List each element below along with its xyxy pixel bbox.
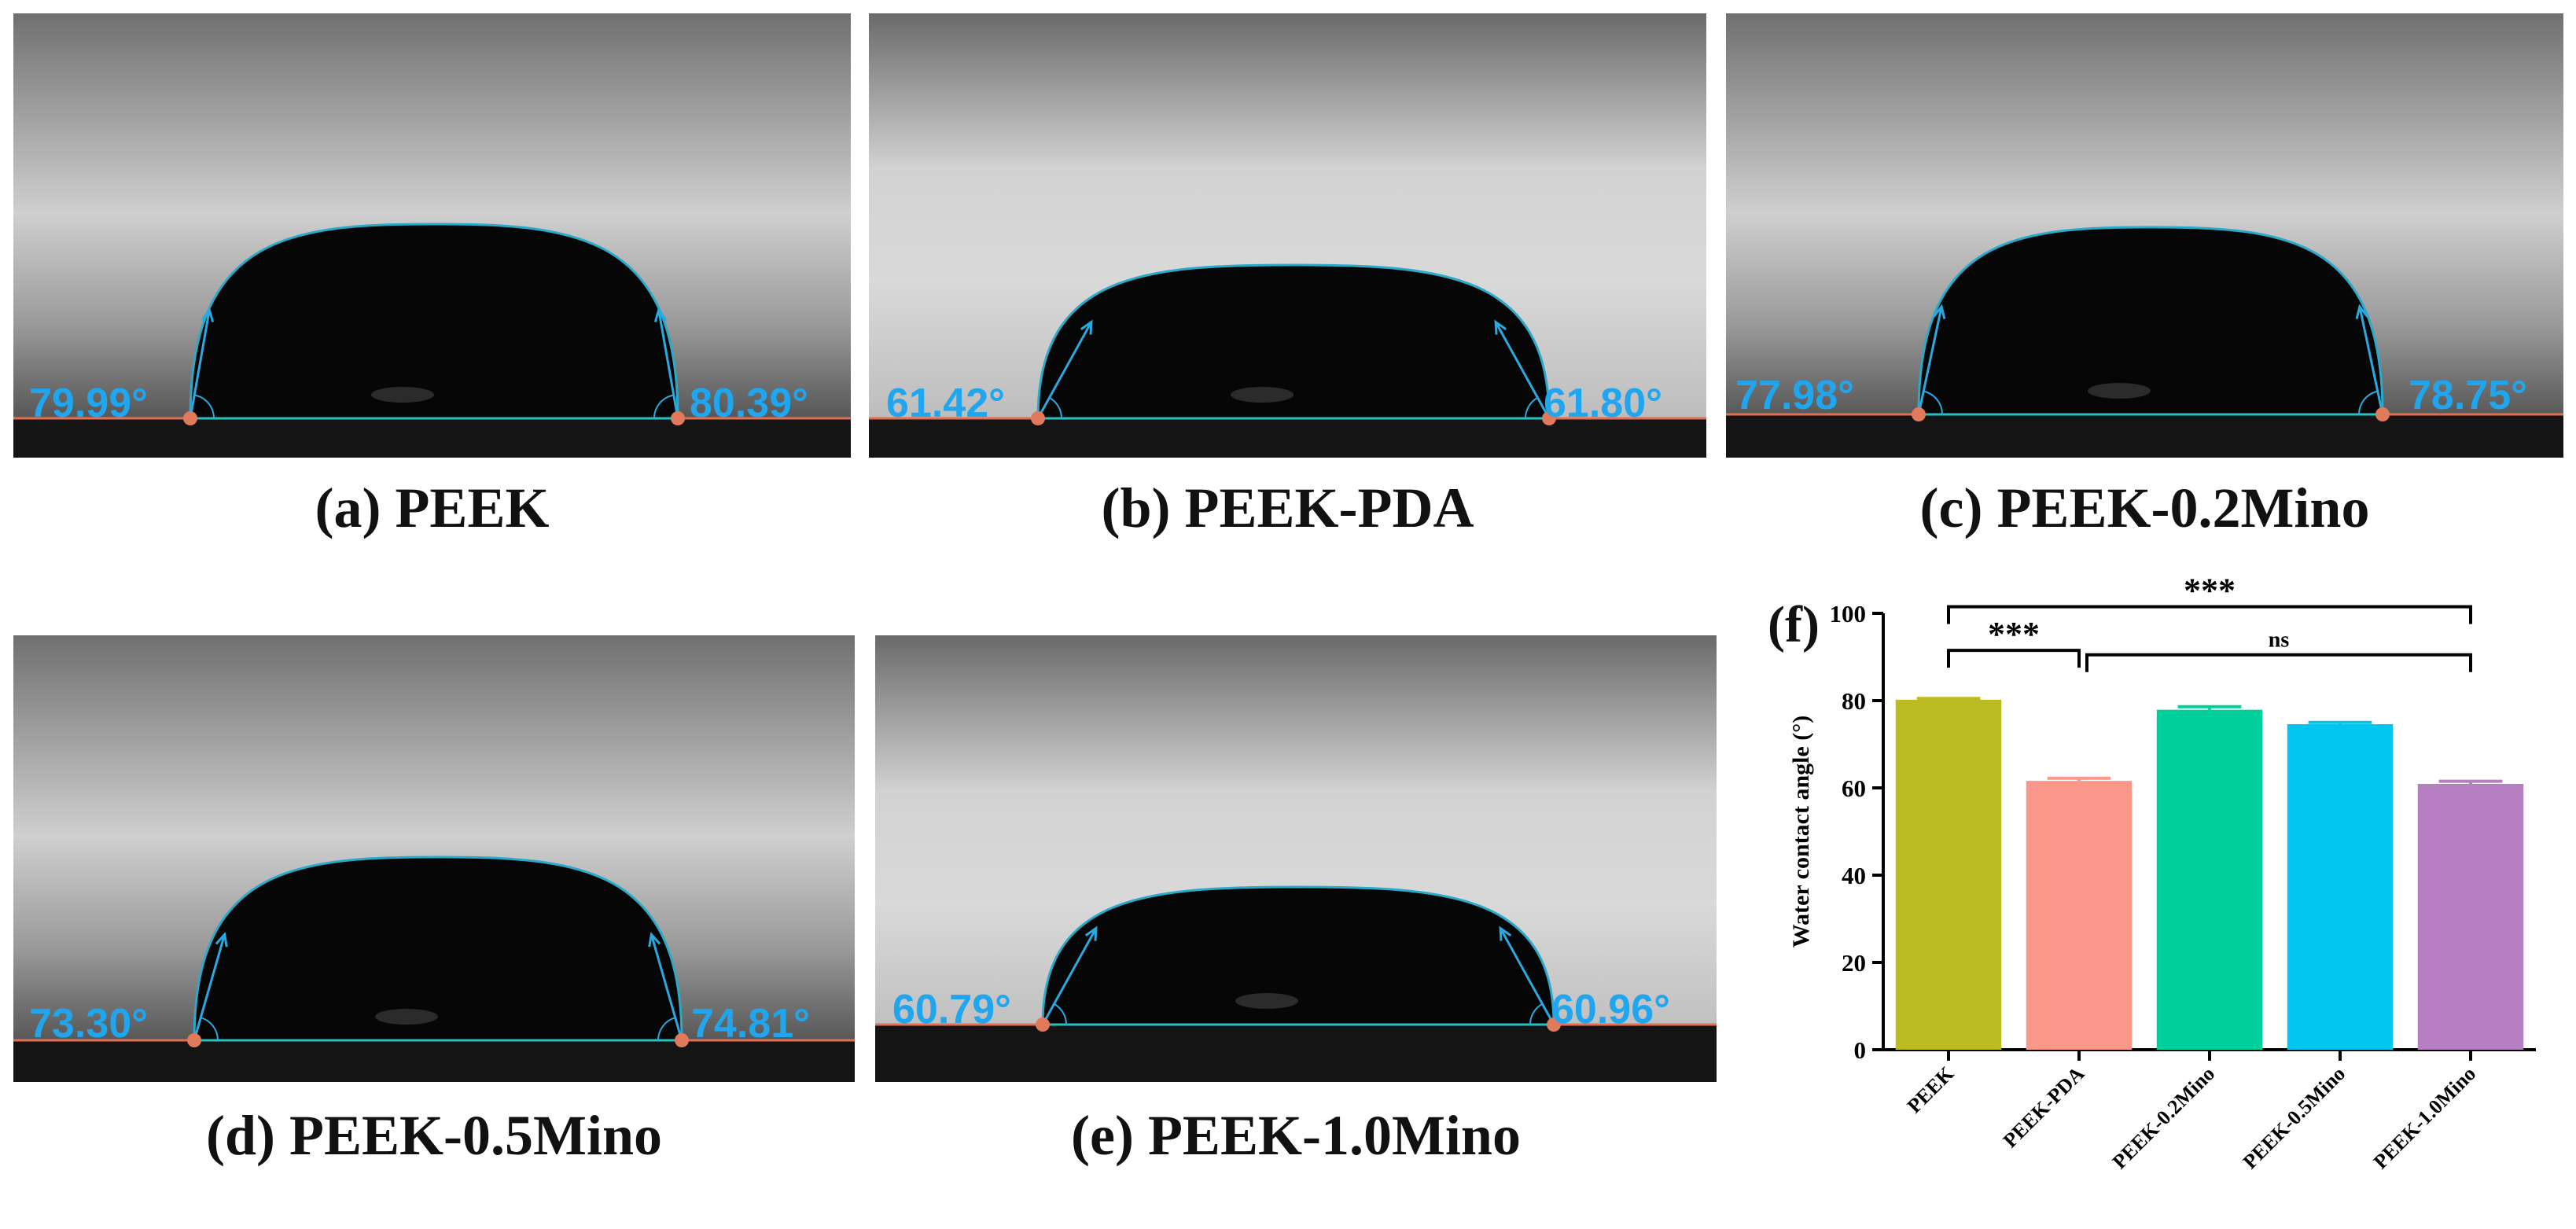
x-tick-label: PEEK-1.0Mino (2369, 1062, 2481, 1174)
x-tick-label: PEEK-PDA (1999, 1062, 2089, 1153)
significance-label: *** (2184, 574, 2236, 610)
caption-peek-pda: (b) PEEK-PDA (1101, 477, 1474, 539)
bar-PEEK-0.2Mino (2156, 709, 2263, 1050)
caption-peek-0.5mino: (d) PEEK-0.5Mino (205, 1104, 662, 1167)
right-contact-angle: 61.80° (1544, 381, 1662, 426)
significance-label: *** (1988, 615, 2040, 653)
significance-bracket (2085, 653, 2472, 672)
significance-bracket (1947, 605, 2472, 624)
caption-peek-0.2mino: (c) PEEK-0.2Mino (1919, 477, 2370, 539)
y-tick-label: 0 (1854, 1036, 1867, 1064)
bar-PEEK (1895, 699, 2002, 1050)
y-tick-label: 80 (1842, 687, 1866, 715)
left-contact-angle: 79.99° (29, 381, 148, 426)
caption-peek: (a) PEEK (315, 477, 550, 539)
right-contact-angle: 80.39° (690, 381, 808, 426)
significance-bracket (1947, 649, 2081, 668)
droplet-image-peek-1.0mino: 60.79° 60.96° (875, 635, 1717, 1082)
droplet-image-peek-pda: 61.42° 61.80° (869, 13, 1706, 458)
right-contact-angle: 74.81° (691, 1001, 810, 1047)
left-contact-angle: 77.98° (1735, 373, 1854, 418)
bar-PEEK-PDA (2026, 781, 2133, 1050)
y-tick-label: 100 (1830, 600, 1867, 627)
droplet-image-peek-0.2mino: 77.98° 78.75° (1726, 13, 2563, 458)
x-tick-label: PEEK-0.5Mino (2239, 1062, 2350, 1174)
droplet-image-peek: 79.99° 80.39° (13, 13, 851, 458)
x-tick-label: PEEK-0.2Mino (2108, 1062, 2220, 1174)
y-tick-label: 40 (1842, 862, 1866, 889)
y-tick-label: 20 (1842, 949, 1866, 977)
left-contact-angle: 60.79° (892, 987, 1011, 1032)
right-contact-angle: 78.75° (2409, 373, 2527, 418)
caption-peek-1.0mino: (e) PEEK-1.0Mino (1071, 1104, 1521, 1167)
contact-angle-bar-chart: 0 20 40 60 80 100 Water contact angle (°) PEEK P… (1788, 574, 2536, 1174)
left-contact-angle: 61.42° (886, 381, 1005, 426)
significance-label: ns (2269, 628, 2290, 653)
right-contact-angle: 60.96° (1551, 987, 1670, 1032)
left-contact-angle: 73.30° (29, 1001, 148, 1047)
droplet-image-peek-0.5mino: 73.30° 74.81° (13, 635, 855, 1082)
y-tick-label: 60 (1842, 775, 1866, 802)
y-axis-label: Water contact angle (°) (1788, 716, 1814, 948)
bar-PEEK-1.0Mino (2417, 784, 2524, 1050)
panel-label-f: (f) (1768, 596, 1820, 653)
bar-PEEK-0.5Mino (2287, 723, 2394, 1050)
x-tick-label: PEEK (1903, 1062, 1959, 1117)
